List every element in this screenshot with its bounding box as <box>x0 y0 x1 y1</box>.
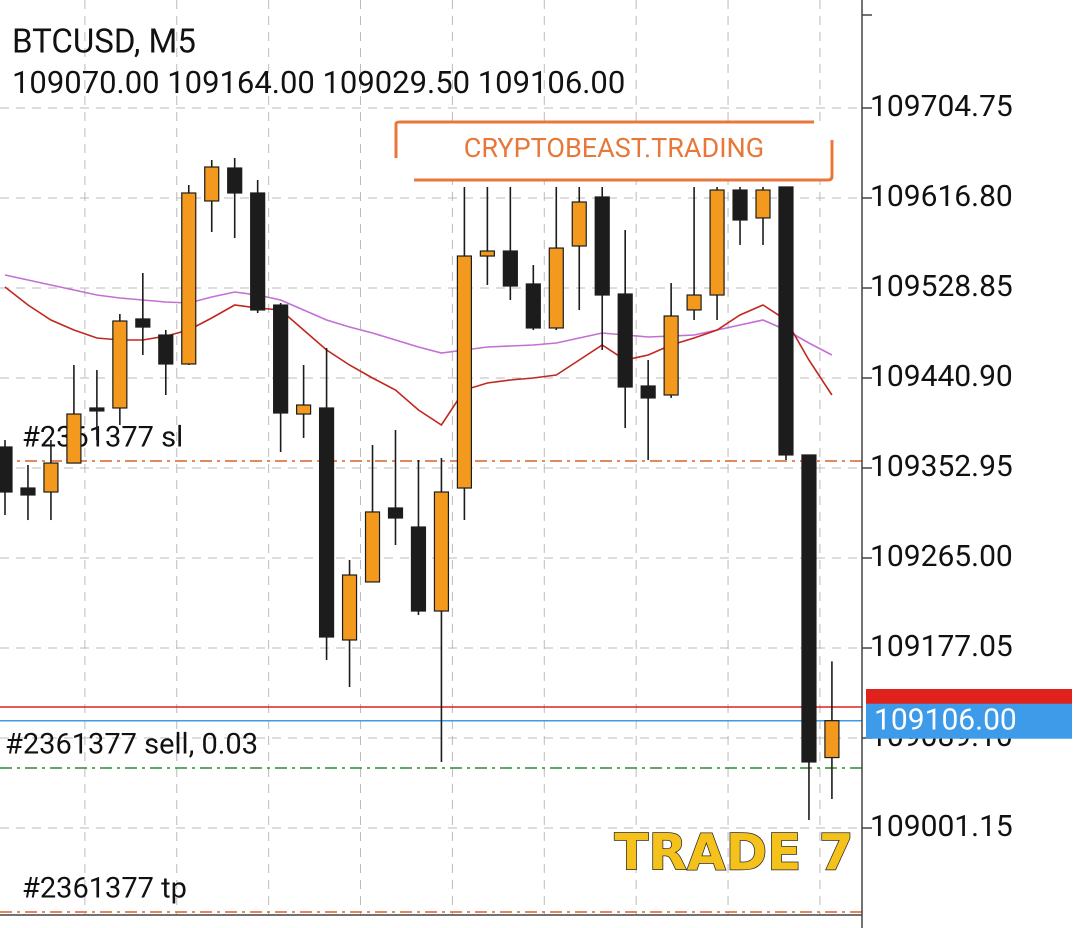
watermark-bg <box>412 128 828 180</box>
y-tick-label: 109528.85 <box>870 269 1013 304</box>
ohlc-info: 109070.00 109164.00 109029.50 109106.00 <box>12 64 625 101</box>
levels: #2361377 sl #2361377 sell, 0.03 #2361377 t… <box>0 421 862 913</box>
candle-body <box>709 189 725 296</box>
candle-body <box>410 526 427 612</box>
candle-body <box>686 294 702 311</box>
candle-body <box>227 167 243 194</box>
y-tick-label: 109265.00 <box>870 539 1013 574</box>
watermark-frame <box>394 120 834 182</box>
level-label: #2361377 tp <box>22 872 187 906</box>
candle-body <box>341 574 358 641</box>
y-tick-label: 109177.05 <box>870 629 1013 664</box>
candle-body <box>801 454 817 763</box>
candle-body <box>43 462 59 493</box>
level-label: #2361377 sl <box>22 421 183 455</box>
candles <box>0 157 840 820</box>
candle-body <box>181 192 197 365</box>
candle-body <box>594 196 610 296</box>
candle-body <box>387 507 404 519</box>
trade-badge: TRADE 7 <box>614 824 853 882</box>
watermark-text: CRYPTOBEAST.TRADING <box>464 132 764 164</box>
candle-body <box>502 250 518 287</box>
candle-body <box>20 487 36 496</box>
candle-body <box>273 304 289 414</box>
candle-body <box>135 318 151 328</box>
candle-body <box>204 166 220 202</box>
candle-body <box>571 201 587 247</box>
y-tick-label: 109440.90 <box>870 359 1013 394</box>
candle-body <box>548 247 564 329</box>
candle-body <box>640 385 656 399</box>
candle-body <box>318 407 335 638</box>
y-tick-label: 109001.15 <box>870 809 1013 844</box>
level-label: #2361377 sell, 0.03 <box>5 728 258 762</box>
candle-body <box>0 446 13 493</box>
candle-body <box>525 283 541 329</box>
y-tick-label: 109352.95 <box>870 449 1013 484</box>
candle-body <box>364 511 381 583</box>
candle-body <box>250 192 266 311</box>
candle-body <box>112 320 128 409</box>
candle-body <box>433 491 450 612</box>
candle-body <box>456 255 472 489</box>
bid-label-bg <box>866 703 1072 739</box>
candle-body <box>479 250 495 257</box>
y-tick-label: 109704.75 <box>870 89 1013 124</box>
candle-body <box>158 334 174 365</box>
candle-body <box>732 189 748 221</box>
candle-body <box>778 186 794 456</box>
candle-body <box>663 315 679 396</box>
candle-body <box>617 293 633 388</box>
candle-body <box>296 404 312 415</box>
candle-body <box>824 720 840 759</box>
candle-body <box>89 407 105 412</box>
candle-body <box>755 189 771 219</box>
price-axis: 109704.75 109616.80 109528.85 109440.90 1093… <box>862 89 1072 844</box>
y-tick-label: 109616.80 <box>870 179 1013 214</box>
watermark: CRYPTOBEAST.TRADING <box>394 120 834 182</box>
bid-label: 109106.00 <box>874 703 1017 738</box>
chart-title: BTCUSD, M5 <box>12 23 196 62</box>
candle-body <box>66 413 82 464</box>
